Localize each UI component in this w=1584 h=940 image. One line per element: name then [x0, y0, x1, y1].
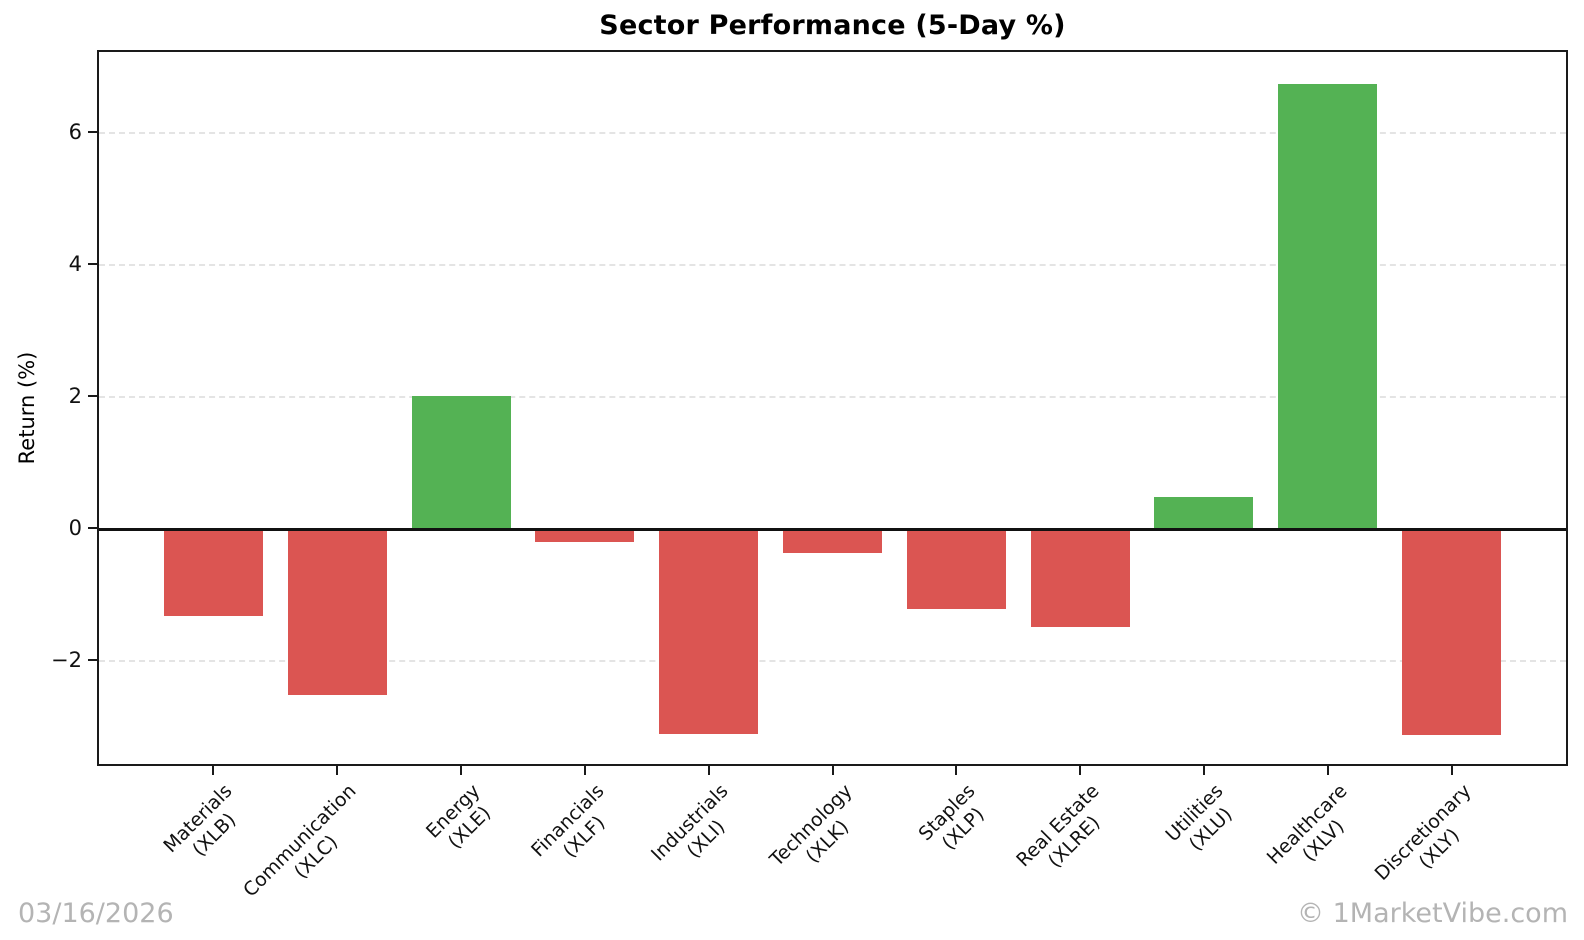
y-tick-label-0: 0: [68, 515, 82, 540]
x-tick-mark: [212, 766, 215, 775]
gridline-y2: [99, 395, 1566, 398]
x-tick-mark: [336, 766, 339, 775]
x-tick-mark: [1202, 766, 1205, 775]
x-tick-mark: [1079, 766, 1082, 775]
x-tick-mark: [955, 766, 958, 775]
bar-xlre: [1030, 527, 1130, 628]
x-tick-mark: [1450, 766, 1453, 775]
y-tick-mark: [88, 394, 97, 397]
bar-xlv: [1278, 84, 1378, 528]
watermark: © 1MarketVibe.com: [1297, 898, 1568, 929]
x-tick-mark: [1326, 766, 1329, 775]
x-tick-mark: [831, 766, 834, 775]
y-tick-label-6: 6: [68, 119, 82, 144]
bar-xlf: [535, 527, 635, 543]
chart-title: Sector Performance (5-Day %): [599, 10, 1066, 41]
y-tick-mark: [88, 658, 97, 661]
y-tick-label-4: 4: [68, 251, 82, 276]
x-tick-mark: [583, 766, 586, 775]
bar-xlk: [782, 527, 883, 553]
bar-xle: [411, 395, 511, 528]
bar-xli: [659, 527, 759, 735]
bar-xlp: [906, 527, 1006, 609]
date-label: 03/16/2026: [18, 898, 174, 929]
bar-xlu: [1154, 496, 1254, 528]
plot-area: [97, 50, 1568, 766]
y-tick-mark: [88, 262, 97, 265]
gridline-y6: [99, 131, 1566, 134]
bar-xlc: [287, 527, 387, 696]
x-tick-mark: [707, 766, 710, 775]
x-tick-mark: [460, 766, 463, 775]
y-tick-label-2: 2: [68, 383, 82, 408]
gridline-y-2: [99, 659, 1566, 662]
zero-axis-line: [99, 527, 1566, 531]
bar-xlb: [163, 527, 263, 617]
y-tick-label--2: −2: [51, 647, 82, 672]
y-tick-mark: [88, 526, 97, 529]
bar-xly: [1402, 527, 1502, 735]
gridline-y4: [99, 263, 1566, 266]
y-tick-mark: [88, 130, 97, 133]
